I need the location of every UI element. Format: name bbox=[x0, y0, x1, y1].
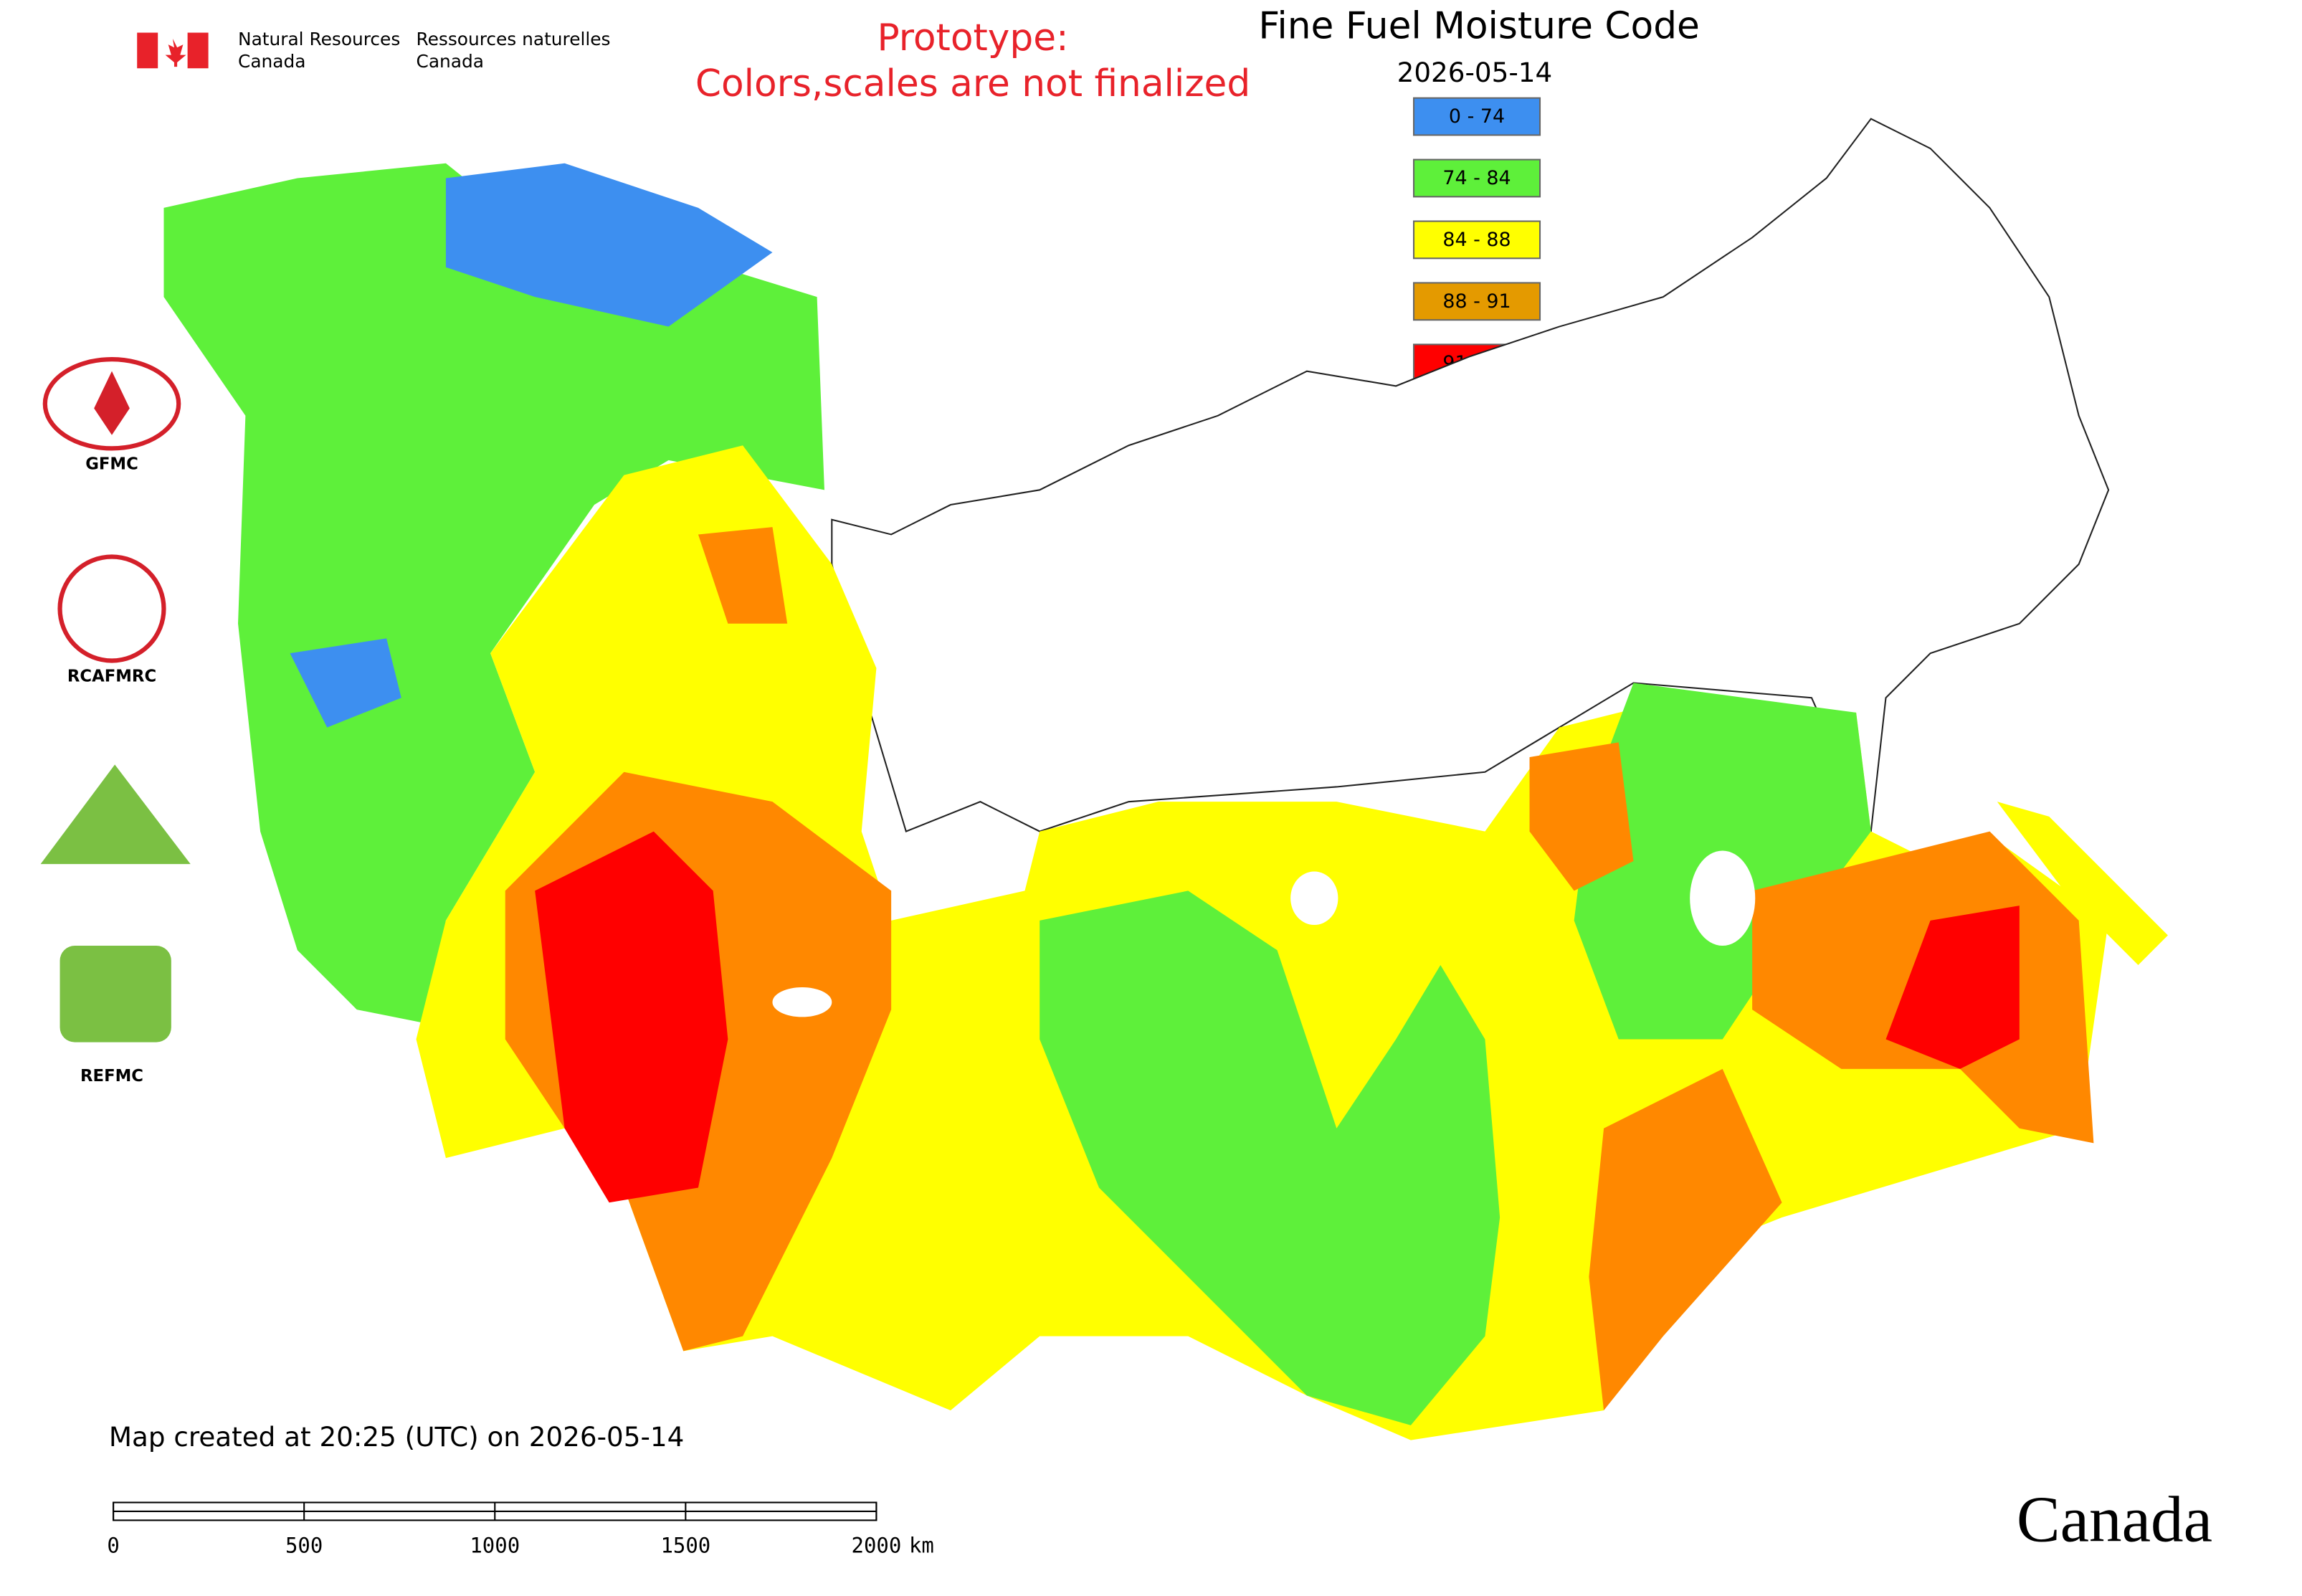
scale-label: 0 bbox=[107, 1534, 119, 1558]
agency-fr: Canada bbox=[417, 51, 484, 72]
region bbox=[1885, 906, 2020, 1069]
logo-label: REFMC bbox=[80, 1067, 143, 1086]
scale-label: 2000 bbox=[852, 1534, 902, 1558]
region bbox=[1997, 802, 2168, 965]
legend-swatch bbox=[1412, 158, 1541, 198]
logos: GFMC RCAFMRC REFMC bbox=[40, 357, 191, 1086]
logo-refmc bbox=[60, 946, 171, 1042]
scale-bar: 0 500 1000 1500 2000 km bbox=[107, 1501, 934, 1558]
maple-leaf bbox=[165, 38, 186, 67]
nil-area bbox=[1290, 871, 1338, 926]
map bbox=[163, 118, 2168, 1440]
logo-label: GFMC bbox=[85, 455, 138, 474]
flag-bar bbox=[187, 32, 209, 69]
notice: Prototype: bbox=[877, 16, 1068, 60]
nil-area bbox=[772, 987, 832, 1017]
map-title: Fine Fuel Moisture Code bbox=[1258, 4, 1700, 47]
scale-unit: km bbox=[909, 1534, 934, 1558]
scale-label: 1500 bbox=[660, 1534, 710, 1558]
region bbox=[535, 831, 728, 1203]
region bbox=[698, 527, 788, 624]
legend-label: 74 - 84 bbox=[1442, 167, 1511, 189]
notice: Colors,scales are not finalized bbox=[695, 62, 1250, 105]
region bbox=[1589, 1068, 1782, 1411]
scale-label: 500 bbox=[285, 1534, 323, 1558]
logo-rcafmrc bbox=[57, 554, 166, 663]
nil-area bbox=[1690, 850, 1756, 946]
legend-label: 0 - 74 bbox=[1449, 105, 1505, 128]
canada-wordmark: Canada bbox=[2017, 1483, 2212, 1556]
agency-en: Canada bbox=[238, 51, 305, 72]
region bbox=[163, 163, 824, 1025]
region bbox=[290, 638, 401, 728]
region bbox=[1040, 890, 1500, 1425]
agency-fr: Ressources naturelles bbox=[417, 29, 611, 49]
legend-swatch bbox=[1412, 220, 1541, 260]
agency-en: Natural Resources bbox=[238, 29, 400, 49]
region bbox=[1529, 742, 1634, 891]
legend-swatch bbox=[1412, 97, 1541, 136]
legend-swatch bbox=[1412, 282, 1541, 321]
scale-label: 1000 bbox=[470, 1534, 520, 1558]
logo-reefmc bbox=[40, 764, 191, 865]
created-note: Map created at 20:25 (UTC) on 2026-05-14 bbox=[109, 1421, 684, 1453]
legend-label: 84 - 88 bbox=[1442, 229, 1511, 251]
logo-label: RCAFMRC bbox=[67, 668, 156, 686]
flag-bar bbox=[137, 32, 158, 69]
country-outline bbox=[831, 118, 2110, 835]
logo-gfmc bbox=[94, 371, 130, 435]
legend-label: 88 - 91 bbox=[1442, 290, 1511, 313]
region bbox=[445, 163, 773, 327]
map-date: 2026-05-14 bbox=[1397, 57, 1553, 88]
logo-gfmc bbox=[42, 357, 181, 451]
